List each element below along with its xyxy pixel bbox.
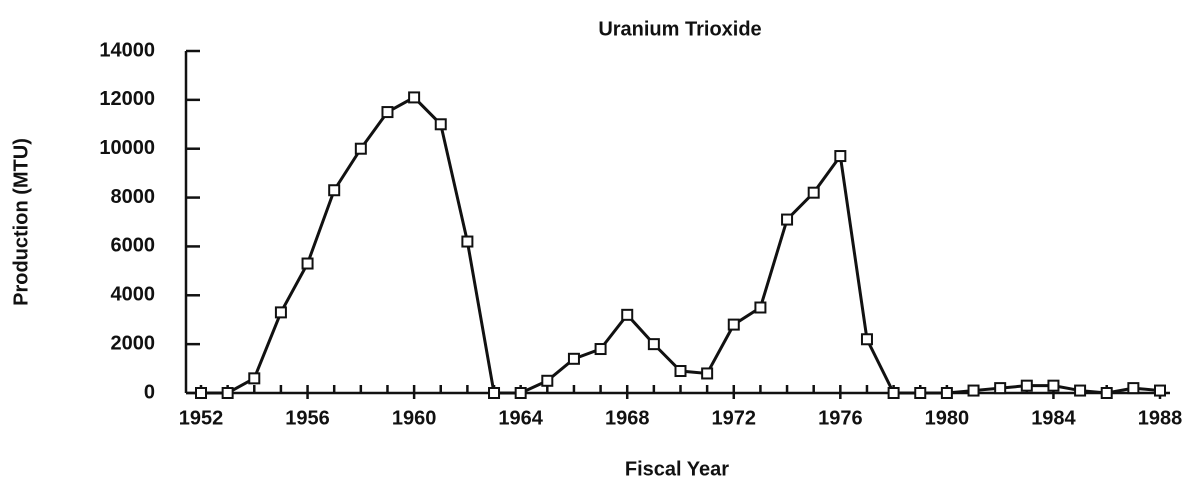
point-marker — [621, 308, 634, 321]
point-marker — [594, 343, 607, 356]
point-marker — [434, 118, 447, 131]
point-marker — [1074, 384, 1087, 397]
point-marker — [807, 186, 820, 199]
point-marker — [834, 150, 847, 163]
point-marker — [221, 387, 234, 399]
point-marker — [860, 333, 873, 346]
y-tick-label: 10000 — [99, 137, 155, 159]
point-marker — [940, 387, 953, 399]
y-tick-label: 8000 — [111, 186, 156, 208]
series-line — [201, 95, 1161, 395]
point-marker — [488, 387, 501, 399]
x-tick-label: 1972 — [712, 407, 757, 429]
x-axis-label: Fiscal Year — [625, 458, 729, 480]
point-marker — [887, 387, 900, 399]
point-marker — [674, 365, 687, 378]
point-marker — [354, 142, 367, 155]
point-marker — [994, 382, 1007, 395]
point-marker — [514, 387, 527, 399]
point-marker — [914, 387, 927, 399]
point-marker — [1154, 384, 1166, 397]
x-tick-label: 1956 — [285, 407, 330, 429]
point-marker — [727, 318, 740, 331]
point-marker — [701, 367, 714, 380]
point-marker — [1127, 382, 1140, 395]
y-tick-label: 6000 — [111, 235, 156, 257]
point-marker — [328, 184, 341, 197]
point-marker — [248, 372, 261, 385]
point-marker — [1047, 379, 1060, 392]
point-marker — [541, 374, 554, 387]
point-marker — [754, 301, 767, 314]
point-marker — [381, 106, 394, 119]
point-marker — [461, 235, 474, 248]
point-marker — [195, 387, 207, 399]
point-marker — [301, 257, 314, 270]
x-tick-label: 1984 — [1031, 407, 1076, 429]
y-tick-label: 14000 — [99, 39, 155, 61]
x-tick-label: 1988 — [1138, 407, 1183, 429]
x-tick-label: 1968 — [605, 407, 650, 429]
x-tick-label: 1964 — [498, 407, 543, 429]
chart-title: Uranium Trioxide — [598, 18, 761, 40]
point-marker — [647, 338, 660, 351]
x-tick-label: 1960 — [392, 407, 437, 429]
point-marker — [781, 213, 794, 226]
x-tick-label: 1976 — [818, 407, 863, 429]
y-tick-label: 2000 — [111, 332, 156, 354]
y-tick-label: 12000 — [99, 88, 155, 110]
y-tick-label: 4000 — [111, 284, 156, 306]
y-tick-label: 0 — [144, 381, 155, 403]
point-marker — [274, 306, 287, 319]
x-tick-label: 1952 — [179, 407, 224, 429]
x-tick-label: 1980 — [925, 407, 970, 429]
point-marker — [1100, 387, 1113, 399]
point-marker — [408, 91, 421, 104]
point-marker — [567, 352, 580, 365]
y-axis-label: Production (MTU) — [10, 138, 32, 306]
point-marker — [967, 384, 980, 397]
point-marker — [1020, 379, 1033, 392]
